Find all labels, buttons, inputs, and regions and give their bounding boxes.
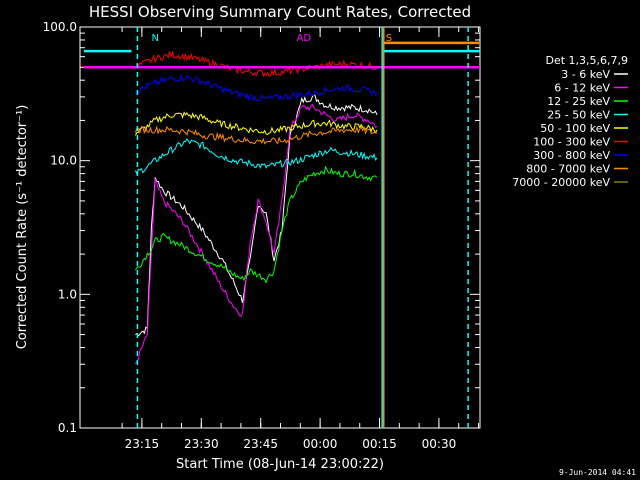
series-line <box>135 94 378 337</box>
y-tick-label: 0.1 <box>58 421 77 435</box>
timestamp-stamp: 9-Jun-2014 04:41 <box>559 468 636 477</box>
flag-label: AD <box>296 33 311 44</box>
series-line <box>134 111 378 136</box>
y-tick-label: 10.0 <box>50 154 77 168</box>
x-tick-label: 00:00 <box>303 437 338 451</box>
flag-label: N <box>152 33 159 44</box>
series-line <box>134 165 378 284</box>
series-line <box>134 103 378 365</box>
legend-entry-label: 50 - 100 keV <box>540 122 610 135</box>
legend-entry-label: 100 - 300 keV <box>533 136 610 149</box>
legend-entry-label: 3 - 6 keV <box>561 68 610 81</box>
x-tick-label: 00:30 <box>422 437 457 451</box>
series-layer <box>134 50 378 365</box>
overlay-layer <box>83 27 480 428</box>
y-tick-label: 1.0 <box>58 287 77 301</box>
legend-entry-label: 300 - 800 keV <box>533 149 610 162</box>
legend-entry-label: 12 - 25 keV <box>547 95 610 108</box>
x-tick-label: 23:45 <box>243 437 278 451</box>
x-axis-label: Start Time (08-Jun-14 23:00:22) <box>176 457 384 472</box>
flag-label: S <box>386 33 392 44</box>
y-tick-label: 100.0 <box>43 20 77 34</box>
plot-frame <box>79 26 481 429</box>
text-layer: HESSI Observing Summary Count Rates, Cor… <box>15 3 636 477</box>
x-tick-label: 23:30 <box>184 437 219 451</box>
series-line <box>134 138 378 176</box>
chart-title: HESSI Observing Summary Count Rates, Cor… <box>89 3 471 21</box>
plot-frame-layer <box>79 26 481 429</box>
legend-entry-label: 800 - 7000 keV <box>526 163 610 176</box>
legend-entry-label: 25 - 50 keV <box>547 109 610 122</box>
legend-entry-label: 6 - 12 keV <box>554 82 610 95</box>
legend-title: Det 1,3,5,6,7,9 <box>545 54 628 67</box>
series-line <box>134 50 378 78</box>
x-tick-label: 00:15 <box>362 437 397 451</box>
series-line <box>134 125 378 145</box>
series-line <box>135 73 378 102</box>
y-axis-label: Corrected Count Rate (s⁻¹ detector⁻¹) <box>15 105 30 350</box>
x-tick-label: 23:15 <box>125 437 160 451</box>
legend-entry-label: 7000 - 20000 keV <box>512 176 610 189</box>
